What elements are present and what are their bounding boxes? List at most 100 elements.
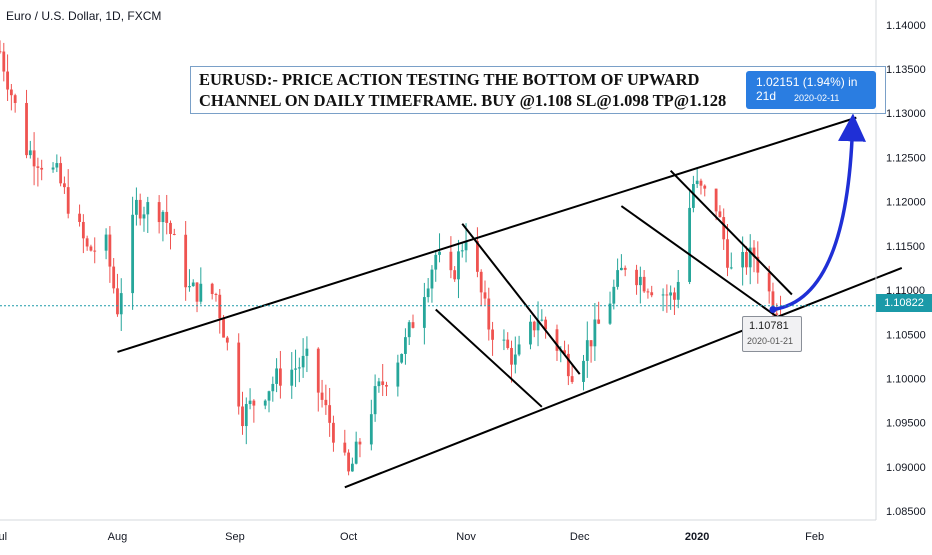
candle-body	[131, 214, 135, 294]
trend-line[interactable]	[669, 169, 793, 296]
candle-body	[324, 399, 328, 406]
candle-body	[483, 292, 487, 299]
candle-body	[241, 406, 244, 427]
candle-body	[358, 441, 362, 445]
y-tick-label: 1.10500	[886, 329, 926, 341]
candle-body	[635, 269, 638, 286]
candle-body	[688, 207, 691, 282]
candle-body	[89, 246, 93, 251]
candle-body	[748, 247, 752, 268]
candle-body	[411, 322, 415, 328]
candle-body	[263, 400, 267, 406]
candle-body	[354, 441, 358, 464]
candle-body	[119, 293, 123, 315]
trend-line[interactable]	[435, 308, 543, 408]
candle-body	[665, 294, 669, 296]
channel-lower-line[interactable]	[344, 267, 903, 489]
projection-change-text: 1.02151 (1.94%) in 21d	[756, 75, 858, 103]
candle-body	[297, 367, 301, 369]
candle-body	[199, 283, 203, 302]
y-tick-label: 1.13500	[886, 64, 926, 76]
candle-body	[703, 185, 707, 189]
candle-body	[66, 187, 70, 214]
candle-body	[81, 221, 85, 239]
candle-body	[612, 286, 616, 304]
candle-body	[623, 267, 627, 270]
candle-body	[184, 234, 188, 288]
candle-body	[320, 392, 324, 400]
candle-body	[529, 321, 532, 345]
candle-body	[165, 211, 169, 223]
candle-body	[699, 180, 703, 186]
x-tick-label: Sep	[225, 531, 245, 543]
candle-body	[536, 320, 540, 331]
candle-body	[104, 234, 108, 251]
candle-body	[244, 404, 248, 427]
candle-body	[407, 322, 411, 338]
current-price-tag: 1.10822	[876, 294, 932, 312]
candle-body	[278, 368, 282, 386]
candle-body	[616, 270, 620, 287]
candle-body	[400, 353, 404, 363]
candle-body	[172, 233, 176, 235]
candle-body	[116, 288, 119, 315]
candle-body	[191, 282, 195, 287]
candle-body	[25, 102, 28, 156]
candle-body	[650, 292, 654, 296]
y-tick-label: 1.14000	[886, 20, 926, 32]
candle-body	[585, 340, 589, 361]
candle-body	[597, 319, 601, 324]
candle-body	[32, 150, 36, 167]
candle-body	[430, 269, 434, 289]
time-axis[interactable]: Jul Aug Sep Oct Nov Dec 2020 Feb	[0, 531, 824, 543]
candle-body	[449, 251, 453, 271]
candle-body	[248, 400, 252, 405]
candle-body	[396, 362, 400, 387]
x-tick-label: Oct	[340, 531, 357, 543]
y-tick-label: 1.11500	[886, 241, 925, 253]
candle-body	[343, 442, 347, 453]
trend-line[interactable]	[620, 205, 778, 318]
candle-body	[195, 282, 199, 302]
candle-body	[771, 291, 775, 314]
candle-body	[434, 254, 438, 270]
candle-body	[347, 452, 350, 472]
candle-body	[491, 329, 494, 340]
projection-start-point	[769, 306, 777, 314]
candle-body	[593, 319, 597, 347]
candle-body	[301, 355, 305, 368]
candle-body	[78, 213, 81, 222]
trend-line[interactable]	[461, 223, 581, 375]
projection-label[interactable]: 1.02151 (1.94%) in 21d 2020-02-11	[746, 71, 876, 109]
candle-body	[93, 250, 97, 252]
candle-body	[271, 383, 275, 392]
candle-body	[252, 400, 256, 406]
candle-body	[570, 376, 574, 382]
y-tick-label: 1.08500	[886, 506, 926, 518]
candle-body	[40, 167, 44, 170]
candle-body	[404, 337, 407, 354]
low-price-label[interactable]: 1.10781 2020-01-21	[742, 316, 802, 352]
candle-body	[373, 386, 377, 415]
candle-body	[619, 267, 623, 271]
candle-body	[582, 360, 585, 382]
candle-body	[426, 288, 430, 298]
candle-body	[540, 319, 544, 321]
candle-body	[112, 266, 116, 289]
candle-body	[28, 150, 32, 156]
projection-arrow[interactable]	[772, 113, 867, 312]
candle-body	[225, 337, 229, 343]
candle-body	[726, 239, 729, 268]
candle-body	[729, 267, 733, 269]
candle-body	[108, 234, 112, 267]
candle-body	[0, 51, 2, 53]
channel-upper-line[interactable]	[117, 116, 857, 353]
price-axis[interactable]: 1.14000 1.13500 1.13000 1.12500 1.12000 1.115…	[886, 20, 926, 518]
candle-body	[722, 217, 726, 240]
candle-body	[532, 321, 536, 331]
candle-body	[642, 276, 646, 292]
candle-body	[714, 188, 718, 212]
candle-body	[138, 199, 142, 219]
